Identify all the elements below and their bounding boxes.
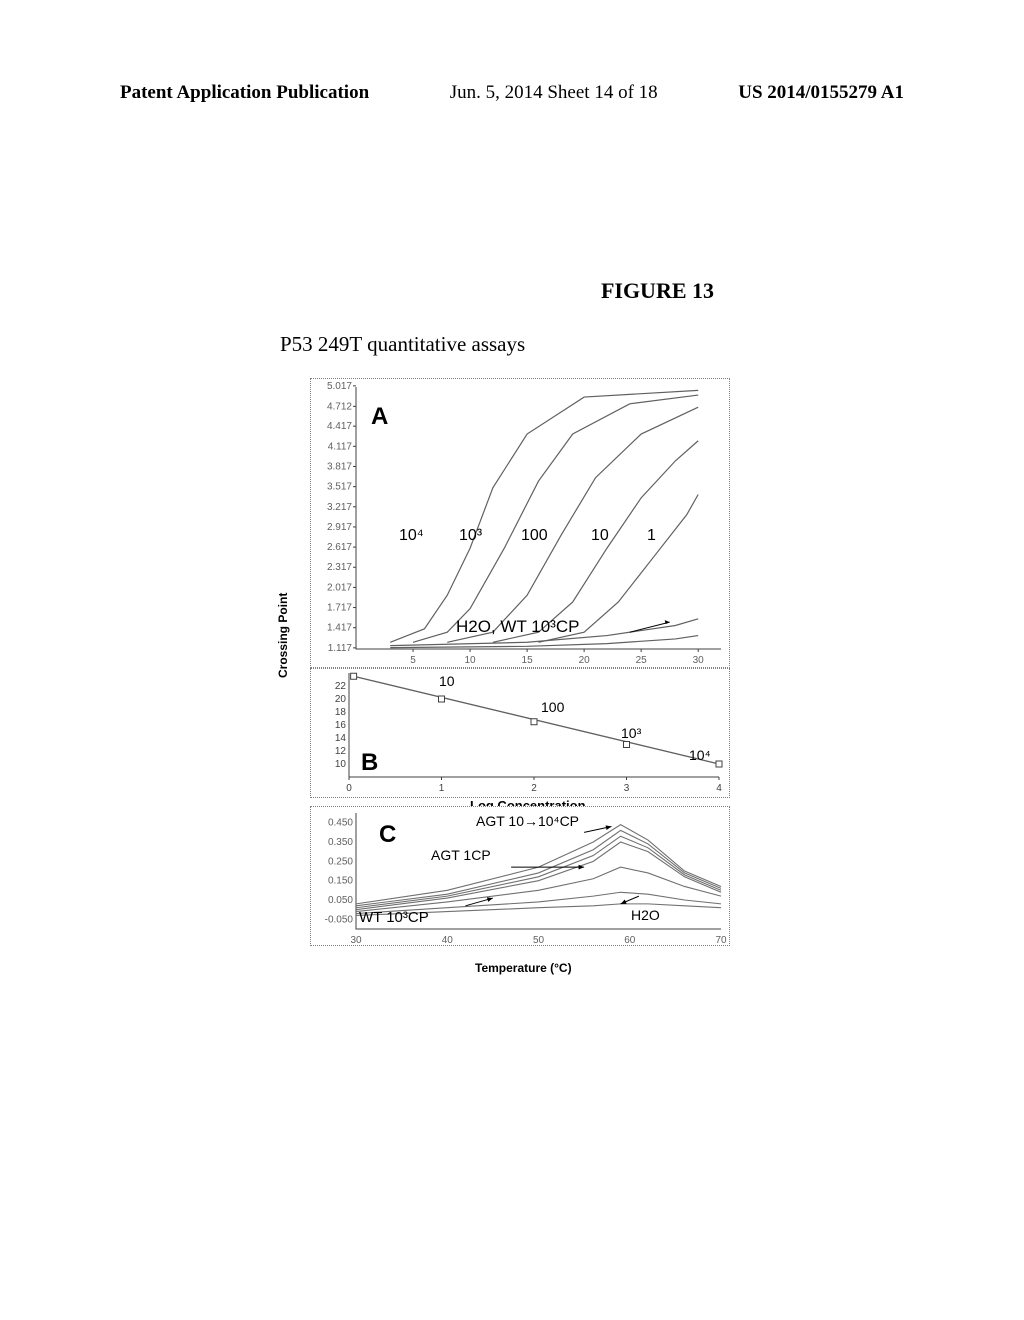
panel-c-melt-curves: -0.050 0.050 0.150 0.250 0.350 0.450 30 40 50 60 7…: [310, 806, 730, 946]
panel-b-svg: 1012141618202201234: [311, 669, 731, 799]
svg-text:-0.050: -0.050: [325, 914, 354, 925]
svg-text:18: 18: [335, 707, 347, 718]
annot-wt: WT 10³CP: [359, 909, 429, 926]
header-patent-number: US 2014/0155279 A1: [738, 82, 904, 104]
svg-text:30: 30: [350, 935, 362, 946]
panel-c-label: C: [379, 821, 396, 849]
header-date-sheet: Jun. 5, 2014 Sheet 14 of 18: [450, 82, 658, 104]
svg-text:3.817: 3.817: [327, 461, 352, 472]
svg-text:15: 15: [522, 655, 534, 666]
curve-label-100: 100: [521, 527, 548, 545]
svg-text:14: 14: [335, 733, 347, 744]
svg-text:10: 10: [335, 759, 347, 770]
svg-text:2.917: 2.917: [327, 522, 352, 533]
svg-text:16: 16: [335, 720, 347, 731]
svg-text:5.017: 5.017: [327, 381, 352, 392]
svg-text:0.350: 0.350: [328, 837, 353, 848]
svg-text:1: 1: [439, 783, 445, 794]
svg-text:12: 12: [335, 746, 347, 757]
panel-c-x-axis-label: Temperature (°C): [475, 960, 572, 975]
svg-text:20: 20: [579, 655, 591, 666]
panel-b-label: B: [361, 749, 378, 777]
svg-text:4.117: 4.117: [328, 441, 353, 452]
svg-text:60: 60: [624, 935, 636, 946]
annot-agt-low: AGT 1CP: [431, 847, 491, 863]
annot-agt-high: AGT 10→10⁴CP: [476, 813, 579, 829]
svg-text:4: 4: [716, 783, 722, 794]
svg-text:70: 70: [715, 935, 727, 946]
svg-text:4.712: 4.712: [327, 401, 352, 412]
baseline-label: H2O, WT 10³CP: [456, 617, 579, 637]
svg-text:30: 30: [693, 655, 705, 666]
svg-text:50: 50: [533, 935, 545, 946]
svg-text:40: 40: [442, 935, 454, 946]
svg-text:0.150: 0.150: [328, 876, 353, 887]
point-label-100: 100: [541, 699, 564, 715]
panel-b-y-axis-label: Crossing Point: [274, 593, 292, 678]
curve-label-1e4: 10⁴: [399, 527, 424, 545]
panel-a-amplification-curves: 1.117 1.417 1.717 2.017 2.317 2.617 2.917 3.217…: [310, 378, 730, 668]
svg-text:2.317: 2.317: [327, 562, 352, 573]
curve-label-1: 1: [647, 527, 656, 545]
point-label-1e4: 10⁴: [689, 747, 711, 763]
charts-container: 1.117 1.417 1.717 2.017 2.317 2.617 2.917 3.217…: [280, 378, 730, 946]
panel-a-label: A: [371, 403, 388, 431]
curve-label-1e3: 10³: [459, 527, 482, 545]
figure-title: P53 249T quantitative assays: [280, 332, 525, 357]
page-header: Patent Application Publication Jun. 5, 2…: [0, 82, 1024, 104]
svg-text:5: 5: [410, 655, 416, 666]
svg-text:2.617: 2.617: [327, 542, 352, 553]
annot-h2o: H2O: [631, 907, 660, 923]
svg-text:10: 10: [465, 655, 477, 666]
svg-text:1.417: 1.417: [327, 623, 352, 634]
svg-text:2.017: 2.017: [327, 582, 352, 593]
svg-text:25: 25: [636, 655, 648, 666]
svg-text:0.050: 0.050: [328, 895, 353, 906]
svg-text:0.250: 0.250: [328, 856, 353, 867]
curve-label-10: 10: [591, 527, 609, 545]
svg-text:3: 3: [624, 783, 630, 794]
figure-number: FIGURE 13: [601, 278, 714, 304]
svg-text:4.417: 4.417: [327, 421, 352, 432]
svg-text:0: 0: [346, 783, 352, 794]
svg-text:22: 22: [335, 681, 347, 692]
point-label-1e3: 10³: [621, 725, 641, 741]
svg-text:1.117: 1.117: [328, 643, 353, 654]
svg-text:3.217: 3.217: [327, 502, 352, 513]
panel-b-standard-curve: 1012141618202201234 B 10 100 10³ 10⁴: [310, 668, 730, 798]
svg-text:1.717: 1.717: [327, 603, 352, 614]
header-publication: Patent Application Publication: [120, 82, 369, 104]
svg-text:20: 20: [335, 694, 347, 705]
svg-text:3.517: 3.517: [327, 482, 352, 493]
svg-text:0.450: 0.450: [328, 818, 353, 829]
svg-text:2: 2: [531, 783, 537, 794]
point-label-10: 10: [439, 673, 455, 689]
